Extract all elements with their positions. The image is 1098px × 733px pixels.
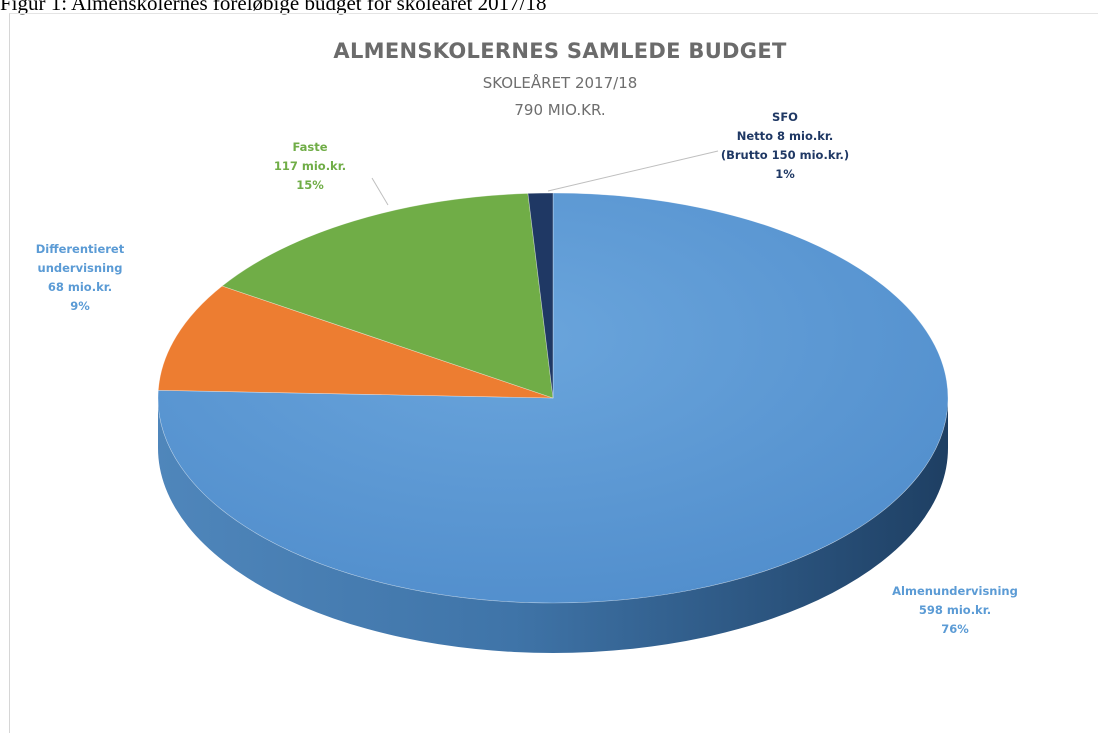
slice-label-differentieret-undervisning-line-3: 9% bbox=[70, 299, 90, 313]
slice-label-differentieret-undervisning-line-0: Differentieret bbox=[36, 242, 125, 256]
pie-slice-almenundervisning bbox=[157, 192, 949, 604]
slice-label-almenundervisning-line-0: Almenundervisning bbox=[892, 584, 1018, 598]
pie-slice-differentieret-undervisning bbox=[157, 285, 554, 399]
slice-label-sfo-line-1: Netto 8 mio.kr. bbox=[737, 129, 834, 143]
slice-label-almenundervisning-line-2: 76% bbox=[941, 622, 969, 636]
slice-label-sfo-line-2: (Brutto 150 mio.kr.) bbox=[721, 148, 849, 162]
pie-side bbox=[158, 398, 948, 653]
slice-label-sfo-line-0: SFO bbox=[772, 110, 798, 124]
chart-title: ALMENSKOLERNES SAMLEDE BUDGET bbox=[333, 39, 787, 63]
figure-caption: Figur 1: Almenskolernes foreløbige budge… bbox=[0, 0, 547, 15]
slice-label-differentieret-undervisning-line-2: 68 mio.kr. bbox=[48, 280, 112, 294]
chart-frame bbox=[9, 13, 1098, 733]
slice-label-faste-line-0: Faste bbox=[292, 140, 327, 154]
leader-line-sfo bbox=[547, 150, 719, 192]
slice-label-sfo-line-3: 1% bbox=[775, 167, 795, 181]
pie-slice-sfo bbox=[527, 192, 554, 399]
slice-labels: Almenundervisning 598 mio.kr. 76% Different… bbox=[36, 110, 1018, 636]
slice-label-differentieret-undervisning-line-1: undervisning bbox=[38, 261, 123, 275]
slice-label-faste-line-2: 15% bbox=[296, 178, 324, 192]
pie-slices bbox=[157, 192, 949, 604]
slice-label-faste-line-1: 117 mio.kr. bbox=[274, 159, 346, 173]
pie-slice-faste bbox=[221, 193, 554, 399]
pie-side-wall bbox=[158, 398, 948, 653]
chart-subtitle-year: SKOLEÅRET 2017/18 bbox=[483, 73, 638, 92]
slice-label-almenundervisning-line-1: 598 mio.kr. bbox=[919, 603, 991, 617]
leader-line-faste bbox=[371, 177, 389, 206]
leader-lines bbox=[371, 150, 719, 206]
chart-subtitle-total: 790 MIO.KR. bbox=[514, 101, 605, 119]
